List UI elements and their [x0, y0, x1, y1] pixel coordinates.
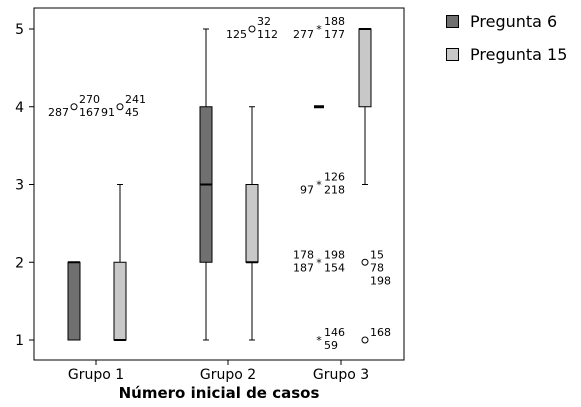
- box-pregunta-6-grupo-2: [199, 28, 213, 341]
- extreme-star-marker: *: [316, 256, 322, 269]
- case-label: 154: [324, 261, 345, 274]
- legend-item-pregunta-15: Pregunta 15: [446, 39, 567, 69]
- x-tick-label: Grupo 3: [313, 367, 369, 383]
- box-body: [358, 28, 372, 108]
- case-label: 270: [79, 93, 100, 106]
- case-label: 178: [293, 248, 314, 261]
- y-tick-label: 3: [15, 178, 24, 194]
- case-label: 32: [257, 15, 271, 28]
- x-axis: Grupo 1 Grupo 2 Grupo 3: [68, 360, 369, 383]
- case-label: 15: [370, 248, 384, 261]
- case-label: 187: [293, 261, 314, 274]
- case-label: 287: [48, 106, 69, 119]
- case-label: 168: [370, 326, 391, 339]
- case-label: 277: [293, 28, 314, 41]
- legend: Pregunta 6 Pregunta 15: [446, 6, 567, 72]
- legend-swatch: [446, 47, 459, 61]
- legend-label: Pregunta 6: [470, 11, 558, 31]
- y-tick-label: 4: [15, 100, 24, 116]
- y-tick-label: 2: [15, 255, 24, 271]
- box-pregunta-6-grupo-1: [67, 261, 81, 341]
- outlier-circle-marker: [361, 336, 369, 344]
- case-label: 126: [324, 171, 345, 184]
- case-label: 91: [101, 106, 115, 119]
- case-label: 198: [370, 274, 391, 287]
- legend-item-pregunta-6: Pregunta 6: [446, 6, 567, 36]
- case-label: 198: [324, 248, 345, 261]
- case-label: 97: [300, 184, 314, 197]
- case-label: 188: [324, 15, 345, 28]
- case-label: 59: [324, 339, 338, 352]
- box-pregunta-15-grupo-3: [358, 28, 372, 185]
- case-label: 45: [125, 106, 139, 119]
- case-label: 177: [324, 28, 345, 41]
- case-label: 146: [324, 326, 345, 339]
- outlier-circle-marker: [116, 103, 124, 111]
- y-axis: 1 2 3 4 5: [15, 22, 34, 349]
- x-tick-label: Grupo 2: [200, 367, 256, 383]
- case-label: 167: [79, 106, 100, 119]
- x-axis-title: Número inicial de casos: [118, 384, 320, 402]
- extreme-star-marker: *: [316, 179, 322, 192]
- plot-frame: [33, 7, 405, 361]
- case-label: 241: [125, 93, 146, 106]
- outlier-circle-marker: [361, 258, 369, 266]
- case-label: 125: [226, 28, 247, 41]
- y-tick-label: 5: [15, 22, 24, 38]
- case-label: 112: [257, 28, 278, 41]
- box-groups: [67, 28, 372, 341]
- outlier-circle-marker: [70, 103, 78, 111]
- box-body: [67, 261, 81, 341]
- case-label: 78: [370, 261, 384, 274]
- legend-label: Pregunta 15: [470, 44, 568, 64]
- outlier-circle-marker: [248, 25, 256, 33]
- extreme-star-marker: *: [316, 23, 322, 36]
- box-body: [113, 261, 127, 341]
- case-label: 218: [324, 184, 345, 197]
- box-pregunta-15-grupo-1: [113, 184, 127, 341]
- box-body: [245, 184, 259, 263]
- legend-swatch: [446, 14, 459, 28]
- y-tick-label: 1: [15, 333, 24, 349]
- extreme-star-marker: *: [316, 334, 322, 347]
- x-tick-label: Grupo 1: [68, 367, 124, 383]
- outlier-group: 168: [361, 326, 391, 344]
- box-pregunta-15-grupo-2: [245, 106, 259, 341]
